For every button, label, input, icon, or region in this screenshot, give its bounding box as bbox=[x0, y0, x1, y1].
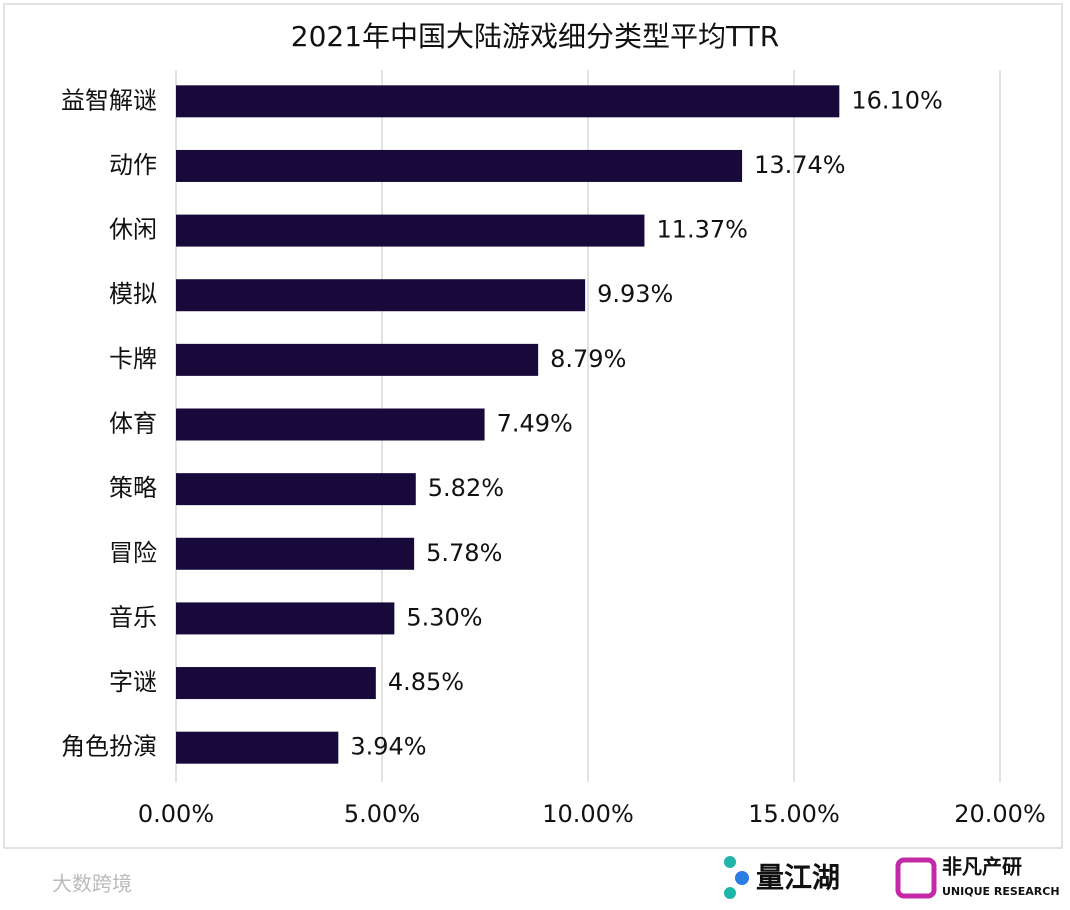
bar bbox=[176, 537, 415, 570]
x-tick-label: 10.00% bbox=[542, 800, 634, 828]
bar bbox=[176, 408, 485, 441]
x-tick-label: 0.00% bbox=[138, 800, 214, 828]
y-tick-label: 体育 bbox=[109, 410, 157, 438]
logo1: 量江湖 bbox=[724, 856, 840, 899]
y-tick-label: 模拟 bbox=[109, 280, 157, 308]
value-label: 3.94% bbox=[350, 733, 426, 761]
bar bbox=[176, 731, 339, 764]
logo2-text: 非凡产研 bbox=[942, 855, 1022, 879]
bar bbox=[176, 149, 743, 182]
bar bbox=[176, 85, 840, 118]
y-tick-label: 冒险 bbox=[109, 539, 157, 567]
y-tick-label: 卡牌 bbox=[109, 345, 157, 373]
watermark: 大数跨境 bbox=[52, 872, 132, 896]
y-tick-label: 动作 bbox=[109, 151, 157, 179]
value-label: 5.30% bbox=[406, 603, 482, 631]
value-label: 11.37% bbox=[656, 216, 748, 244]
bar bbox=[176, 279, 586, 312]
value-label: 9.93% bbox=[597, 280, 673, 308]
bar bbox=[176, 667, 376, 700]
y-tick-label: 策略 bbox=[109, 474, 157, 502]
y-tick-label: 音乐 bbox=[109, 603, 157, 631]
y-tick-label: 角色扮演 bbox=[61, 733, 157, 761]
logo2: 非凡产研 UNIQUE RESEARCH bbox=[895, 855, 1060, 899]
bar bbox=[176, 602, 395, 635]
value-label: 16.10% bbox=[851, 86, 943, 114]
value-label: 7.49% bbox=[497, 410, 573, 438]
logo1-text: 量江湖 bbox=[756, 861, 840, 894]
bar bbox=[176, 214, 645, 247]
bar bbox=[176, 473, 416, 506]
x-tick-label: 20.00% bbox=[954, 800, 1046, 828]
chart-title: 2021年中国大陆游戏细分类型平均TTR bbox=[291, 20, 779, 53]
bar bbox=[176, 343, 539, 376]
value-label: 13.74% bbox=[754, 151, 846, 179]
x-tick-label: 15.00% bbox=[748, 800, 840, 828]
value-label: 8.79% bbox=[550, 345, 626, 373]
value-label: 5.78% bbox=[426, 539, 502, 567]
x-tick-label: 5.00% bbox=[344, 800, 420, 828]
value-label: 4.85% bbox=[388, 668, 464, 696]
y-tick-label: 字谜 bbox=[109, 668, 157, 696]
logo2-sub: UNIQUE RESEARCH bbox=[942, 885, 1060, 898]
y-tick-label: 益智解谜 bbox=[61, 86, 157, 114]
value-label: 5.82% bbox=[428, 474, 504, 502]
y-tick-label: 休闲 bbox=[109, 216, 157, 244]
